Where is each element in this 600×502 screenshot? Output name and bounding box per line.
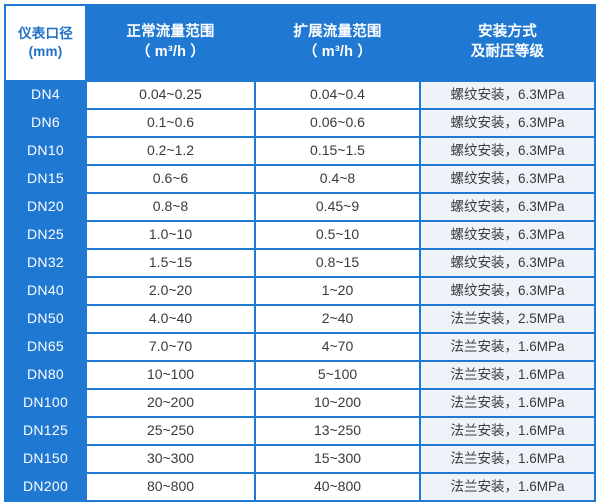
cell-normal-flow: 4.0~40	[87, 306, 254, 332]
cell-nominal-diameter: DN125	[6, 418, 85, 444]
cell-extended-flow: 0.4~8	[256, 166, 419, 192]
header-line-2: （ m³/h ）	[302, 44, 373, 60]
cell-nominal-diameter: DN80	[6, 362, 85, 388]
table-row: DN65 7.0~70 4~70 法兰安装，1.6MPa	[6, 334, 594, 360]
cell-normal-flow: 1.5~15	[87, 250, 254, 276]
cell-nominal-diameter: DN200	[6, 474, 85, 500]
cell-nominal-diameter: DN4	[6, 82, 85, 108]
cell-installation: 螺纹安装，6.3MPa	[421, 222, 594, 248]
specification-table-container: 仪表口径 (mm) 正常流量范围 （ m³/h ） 扩展流量范围 （ m³/h …	[4, 4, 596, 502]
cell-installation: 法兰安装，2.5MPa	[421, 306, 594, 332]
table-row: DN40 2.0~20 1~20 螺纹安装，6.3MPa	[6, 278, 594, 304]
cell-extended-flow: 40~800	[256, 474, 419, 500]
cell-normal-flow: 25~250	[87, 418, 254, 444]
table-row: DN15 0.6~6 0.4~8 螺纹安装，6.3MPa	[6, 166, 594, 192]
cell-installation: 螺纹安装，6.3MPa	[421, 194, 594, 220]
cell-nominal-diameter: DN50	[6, 306, 85, 332]
cell-normal-flow: 0.8~8	[87, 194, 254, 220]
cell-extended-flow: 0.15~1.5	[256, 138, 419, 164]
header-line-1: 正常流量范围	[126, 24, 215, 41]
cell-normal-flow: 20~200	[87, 390, 254, 416]
table-row: DN6 0.1~0.6 0.06~0.6 螺纹安装，6.3MPa	[6, 110, 594, 136]
table-row: DN100 20~200 10~200 法兰安装，1.6MPa	[6, 390, 594, 416]
cell-installation: 螺纹安装，6.3MPa	[421, 82, 594, 108]
table-body: DN4 0.04~0.25 0.04~0.4 螺纹安装，6.3MPa DN6 0…	[6, 82, 594, 500]
table-row: DN125 25~250 13~250 法兰安装，1.6MPa	[6, 418, 594, 444]
cell-installation: 法兰安装，1.6MPa	[421, 418, 594, 444]
cell-installation: 螺纹安装，6.3MPa	[421, 166, 594, 192]
header-line-2: (mm)	[28, 44, 63, 59]
cell-nominal-diameter: DN25	[6, 222, 85, 248]
cell-nominal-diameter: DN10	[6, 138, 85, 164]
table-row: DN10 0.2~1.2 0.15~1.5 螺纹安装，6.3MPa	[6, 138, 594, 164]
cell-extended-flow: 2~40	[256, 306, 419, 332]
cell-installation: 法兰安装，1.6MPa	[421, 390, 594, 416]
cell-extended-flow: 0.45~9	[256, 194, 419, 220]
cell-normal-flow: 0.1~0.6	[87, 110, 254, 136]
table-row: DN4 0.04~0.25 0.04~0.4 螺纹安装，6.3MPa	[6, 82, 594, 108]
cell-normal-flow: 1.0~10	[87, 222, 254, 248]
cell-nominal-diameter: DN65	[6, 334, 85, 360]
header-line-2: 及耐压等级	[470, 44, 545, 60]
column-header-nominal-diameter: 仪表口径 (mm)	[6, 6, 85, 80]
cell-extended-flow: 0.04~0.4	[256, 82, 419, 108]
cell-normal-flow: 0.2~1.2	[87, 138, 254, 164]
cell-normal-flow: 10~100	[87, 362, 254, 388]
table-row: DN50 4.0~40 2~40 法兰安装，2.5MPa	[6, 306, 594, 332]
cell-extended-flow: 5~100	[256, 362, 419, 388]
cell-extended-flow: 10~200	[256, 390, 419, 416]
cell-extended-flow: 1~20	[256, 278, 419, 304]
column-header-installation-and-pressure-rating: 安装方式 及耐压等级	[421, 6, 594, 80]
cell-installation: 法兰安装，1.6MPa	[421, 334, 594, 360]
cell-nominal-diameter: DN150	[6, 446, 85, 472]
cell-installation: 法兰安装，1.6MPa	[421, 362, 594, 388]
cell-installation: 法兰安装，1.6MPa	[421, 446, 594, 472]
table-row: DN80 10~100 5~100 法兰安装，1.6MPa	[6, 362, 594, 388]
cell-extended-flow: 0.06~0.6	[256, 110, 419, 136]
cell-normal-flow: 30~300	[87, 446, 254, 472]
cell-installation: 法兰安装，1.6MPa	[421, 474, 594, 500]
cell-normal-flow: 80~800	[87, 474, 254, 500]
header-line-1: 仪表口径	[18, 25, 73, 41]
cell-extended-flow: 13~250	[256, 418, 419, 444]
table-header: 仪表口径 (mm) 正常流量范围 （ m³/h ） 扩展流量范围 （ m³/h …	[6, 6, 594, 80]
cell-extended-flow: 0.5~10	[256, 222, 419, 248]
cell-normal-flow: 7.0~70	[87, 334, 254, 360]
header-row: 仪表口径 (mm) 正常流量范围 （ m³/h ） 扩展流量范围 （ m³/h …	[6, 6, 594, 80]
cell-nominal-diameter: DN20	[6, 194, 85, 220]
table-row: DN150 30~300 15~300 法兰安装，1.6MPa	[6, 446, 594, 472]
table-row: DN20 0.8~8 0.45~9 螺纹安装，6.3MPa	[6, 194, 594, 220]
cell-nominal-diameter: DN40	[6, 278, 85, 304]
table-row: DN25 1.0~10 0.5~10 螺纹安装，6.3MPa	[6, 222, 594, 248]
column-header-normal-flow-range: 正常流量范围 （ m³/h ）	[87, 6, 254, 80]
cell-nominal-diameter: DN6	[6, 110, 85, 136]
cell-extended-flow: 0.8~15	[256, 250, 419, 276]
flow-meter-specification-table: 仪表口径 (mm) 正常流量范围 （ m³/h ） 扩展流量范围 （ m³/h …	[4, 4, 596, 502]
cell-nominal-diameter: DN15	[6, 166, 85, 192]
cell-extended-flow: 15~300	[256, 446, 419, 472]
cell-extended-flow: 4~70	[256, 334, 419, 360]
cell-normal-flow: 2.0~20	[87, 278, 254, 304]
table-row: DN32 1.5~15 0.8~15 螺纹安装，6.3MPa	[6, 250, 594, 276]
column-header-extended-flow-range: 扩展流量范围 （ m³/h ）	[256, 6, 419, 80]
cell-normal-flow: 0.6~6	[87, 166, 254, 192]
header-line-2: （ m³/h ）	[135, 44, 206, 60]
table-row: DN200 80~800 40~800 法兰安装，1.6MPa	[6, 474, 594, 500]
cell-installation: 螺纹安装，6.3MPa	[421, 138, 594, 164]
header-line-1: 安装方式	[478, 24, 537, 41]
cell-normal-flow: 0.04~0.25	[87, 82, 254, 108]
cell-nominal-diameter: DN32	[6, 250, 85, 276]
cell-installation: 螺纹安装，6.3MPa	[421, 278, 594, 304]
cell-installation: 螺纹安装，6.3MPa	[421, 250, 594, 276]
cell-nominal-diameter: DN100	[6, 390, 85, 416]
cell-installation: 螺纹安装，6.3MPa	[421, 110, 594, 136]
header-line-1: 扩展流量范围	[293, 24, 382, 41]
